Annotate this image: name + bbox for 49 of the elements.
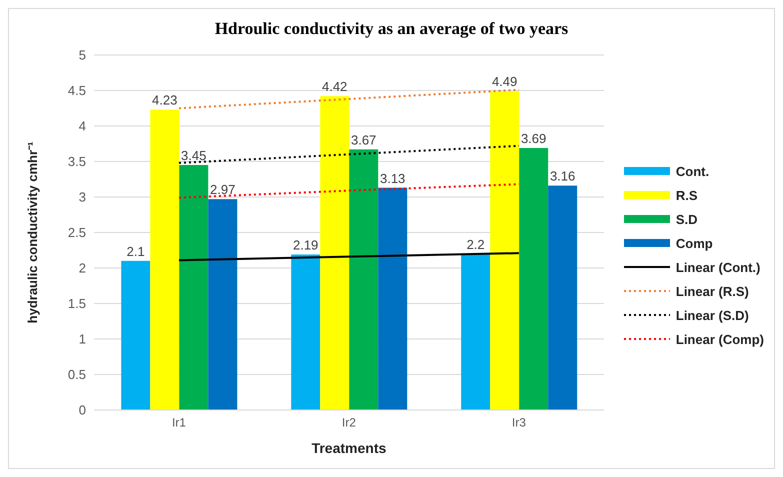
x-tick-label: Ir1 (172, 416, 186, 430)
y-tick-label: 2.5 (68, 225, 86, 240)
data-label: 2.19 (292, 238, 318, 253)
legend-label: S.D (676, 212, 698, 226)
bar (461, 254, 490, 410)
y-tick-label: 3.5 (68, 154, 86, 170)
bar (349, 149, 378, 410)
y-tick-label: 0 (78, 402, 86, 418)
y-tick-label: 3 (78, 190, 86, 205)
bar (121, 260, 150, 410)
bar (208, 199, 238, 410)
x-axis-title: Treatments (312, 440, 386, 456)
y-tick-label: 5 (78, 48, 86, 63)
data-label: 3.13 (380, 170, 406, 186)
data-label: 2.1 (126, 244, 145, 259)
y-tick-label: 4 (78, 118, 86, 134)
data-label: 3.45 (181, 148, 206, 164)
data-label: 2.2 (466, 236, 485, 252)
data-label: 4.49 (492, 74, 518, 90)
data-label: 3.69 (520, 131, 546, 146)
y-tick-label: 4.5 (68, 83, 86, 98)
data-label: 3.16 (550, 168, 576, 184)
legend-label: Linear (S.D) (676, 308, 749, 322)
y-tick-label: 0.5 (68, 367, 86, 382)
data-label: 4.23 (152, 92, 178, 108)
bar (548, 186, 578, 410)
legend-label: Linear (Comp) (676, 332, 764, 346)
y-tick-label: 1.5 (68, 296, 86, 312)
legend-label: Comp (676, 236, 713, 250)
chart-title: Hdroulic conductivity as an average of two years (214, 19, 570, 40)
bar (490, 91, 520, 410)
x-tick-label: Ir3 (512, 416, 526, 430)
data-label: 2.97 (210, 182, 236, 198)
bar (291, 254, 320, 410)
bar (150, 110, 180, 410)
legend-label: Cont. (676, 164, 710, 178)
x-tick-label: Ir2 (342, 416, 356, 430)
bar (179, 165, 208, 410)
y-tick-label: 1 (78, 332, 86, 347)
legend-label: Linear (R.S) (676, 284, 749, 298)
data-label: 4.42 (322, 79, 348, 94)
legend-label: R.S (676, 188, 698, 202)
data-label: 3.67 (350, 132, 376, 148)
bar (320, 96, 350, 410)
bar (519, 148, 548, 410)
y-axis-title: hydraulic conductivity cmhr⁻¹ (25, 142, 40, 324)
legend-label: Linear (Cont.) (676, 260, 760, 274)
y-tick-label: 2 (78, 260, 86, 276)
bar (378, 188, 408, 410)
